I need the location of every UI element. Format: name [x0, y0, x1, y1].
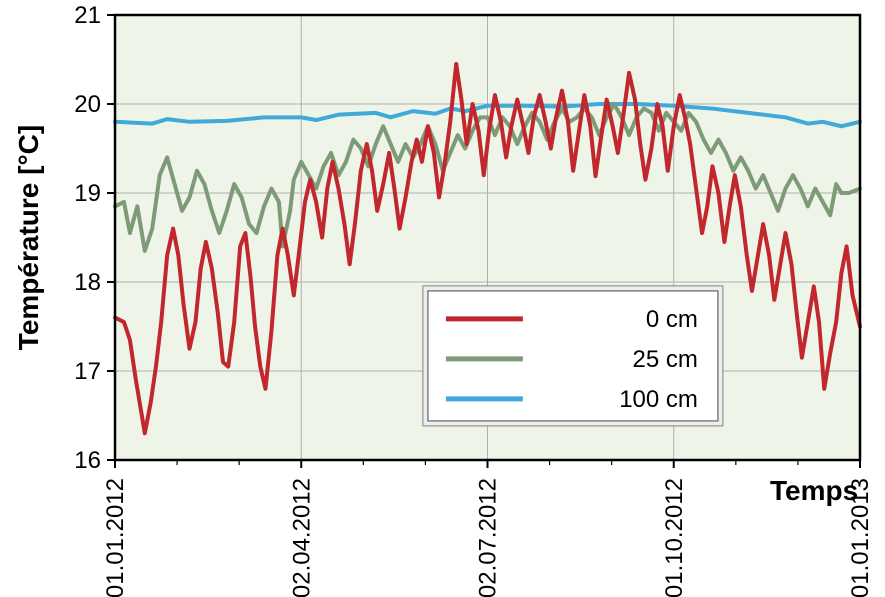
- xtick-label: 01.10.2012: [661, 478, 688, 597]
- x-axis-title: Temps: [770, 475, 858, 506]
- ytick-label: 19: [74, 180, 101, 207]
- temperature-chart: 16 17 18 19 20 21 01.01.2012 02.04.2012 02.07.20…: [0, 0, 885, 597]
- ytick-label: 17: [74, 358, 101, 385]
- legend-label: 100 cm: [619, 386, 698, 413]
- xtick-label: 01.01.2012: [102, 478, 129, 597]
- xtick-label: 02.04.2012: [288, 478, 315, 597]
- ytick-label: 18: [74, 269, 101, 296]
- ytick-label: 21: [74, 2, 101, 29]
- legend-label: 25 cm: [633, 346, 698, 373]
- ytick-label: 16: [74, 447, 101, 474]
- ytick-label: 20: [74, 91, 101, 118]
- chart-svg: 16 17 18 19 20 21 01.01.2012 02.04.2012 02.07.20…: [0, 0, 885, 597]
- legend-label: 0 cm: [646, 306, 698, 333]
- y-axis-title: Température [°C]: [13, 125, 44, 350]
- xtick-label: 02.07.2012: [475, 478, 502, 597]
